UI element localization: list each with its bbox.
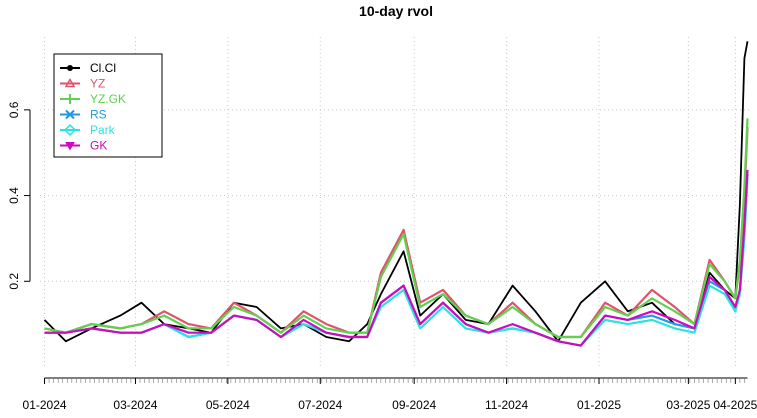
- legend-marker-diamond-icon: [63, 123, 77, 137]
- x-tick-label: 07-2024: [298, 398, 342, 412]
- x-tick-label: 01-2024: [23, 398, 67, 412]
- series-line-yz-gk: [44, 118, 749, 339]
- x-tick-label: 11-2024: [485, 398, 528, 412]
- chart-title: 10-day rvol: [359, 3, 433, 19]
- legend-marker-plus-icon: [65, 94, 75, 104]
- legend-marker-cross-icon: [65, 109, 75, 120]
- legend-marker-triangle-down-icon: [65, 142, 75, 151]
- legend-label: RS: [90, 108, 107, 122]
- grid: [40, 37, 752, 367]
- legend-marker-triangle-icon: [64, 77, 76, 88]
- y-tick-label: 0.6: [7, 101, 21, 118]
- legend-box: [53, 53, 163, 158]
- legend-label: YZ: [90, 77, 105, 91]
- legend-label: Cl.Cl: [90, 61, 116, 75]
- x-tick-label: 01-2025: [577, 398, 621, 412]
- x-tick-label: 05-2024: [206, 398, 250, 412]
- x-tick-label: 03-2024: [113, 398, 157, 412]
- y-tick-label: 0.2: [7, 273, 21, 290]
- legend-label: GK: [90, 139, 107, 153]
- series-line-gk: [44, 169, 749, 347]
- x-tick-label: 09-2024: [392, 398, 436, 412]
- y-axis: 0.2 0.4 0.6: [7, 101, 31, 290]
- y-tick-label: 0.4: [7, 187, 21, 204]
- legend-marker-circle-icon: [67, 65, 73, 71]
- x-axis: 01-2024 03-2024 05-2024 07-2024 09-2024 11-20…: [23, 377, 757, 412]
- series-line-park: [44, 178, 749, 347]
- legend-label: Park: [90, 123, 116, 137]
- x-tick-label: 04-2025: [713, 398, 757, 412]
- plot-area: [43, 41, 749, 347]
- x-tick-label: 03-2025: [666, 398, 710, 412]
- legend-label: YZ.GK: [90, 92, 126, 106]
